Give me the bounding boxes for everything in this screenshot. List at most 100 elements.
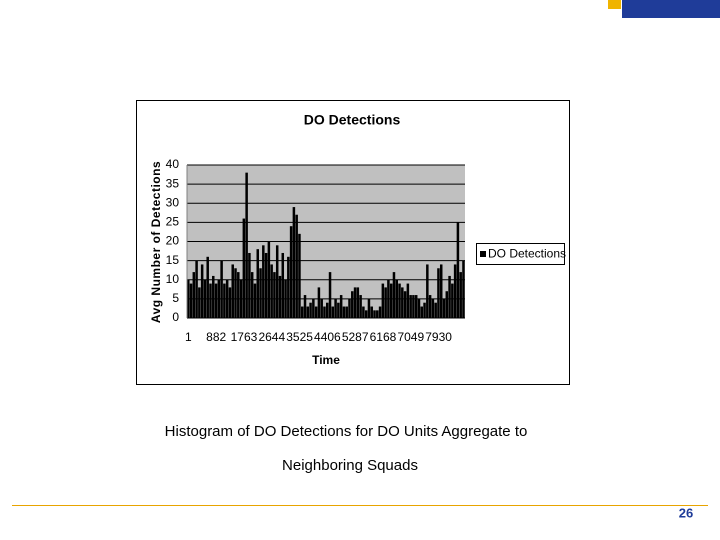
bar bbox=[331, 306, 335, 318]
bar bbox=[420, 306, 424, 318]
bar bbox=[453, 264, 457, 318]
y-tick-label: 25 bbox=[166, 215, 180, 229]
x-tick-label: 6168 bbox=[370, 330, 397, 344]
bar bbox=[189, 283, 193, 318]
bar bbox=[412, 295, 415, 318]
bar bbox=[270, 264, 273, 318]
bar bbox=[231, 264, 234, 318]
bar bbox=[448, 275, 451, 318]
y-tick-label: 40 bbox=[166, 157, 180, 171]
bar bbox=[195, 260, 198, 318]
bar bbox=[295, 214, 298, 318]
bar bbox=[209, 283, 212, 318]
bar bbox=[459, 272, 462, 318]
bar bbox=[314, 306, 318, 318]
bar bbox=[289, 226, 293, 318]
bar bbox=[223, 283, 226, 318]
bar bbox=[456, 222, 460, 318]
y-tick-label: 15 bbox=[166, 253, 180, 267]
bar bbox=[387, 279, 390, 318]
bar bbox=[309, 302, 312, 318]
bar bbox=[342, 306, 346, 318]
bar bbox=[351, 291, 354, 318]
bar bbox=[381, 283, 385, 318]
bar bbox=[206, 256, 209, 318]
bar bbox=[217, 279, 221, 318]
bar bbox=[267, 241, 271, 318]
legend-swatch bbox=[480, 251, 486, 257]
bar bbox=[392, 272, 396, 318]
bar bbox=[398, 283, 401, 318]
bar bbox=[245, 172, 248, 318]
bar bbox=[356, 287, 360, 318]
bar bbox=[192, 272, 196, 318]
bar bbox=[426, 264, 429, 318]
bar bbox=[442, 298, 446, 318]
bar bbox=[401, 287, 404, 318]
bar bbox=[212, 275, 215, 318]
bar bbox=[287, 256, 290, 318]
bar bbox=[239, 279, 243, 318]
bar bbox=[359, 295, 362, 318]
bar bbox=[292, 207, 296, 318]
x-tick-label: 1763 bbox=[231, 330, 258, 344]
bar bbox=[439, 264, 443, 318]
bar bbox=[220, 260, 223, 318]
y-tick-label: 30 bbox=[166, 195, 180, 209]
bar bbox=[298, 233, 301, 318]
x-tick-label: 7930 bbox=[425, 330, 452, 344]
y-axis-label: Avg Number of Detections bbox=[149, 161, 163, 323]
x-tick-label: 3525 bbox=[286, 330, 313, 344]
chart-title: DO Detections bbox=[304, 112, 401, 128]
bar bbox=[312, 298, 315, 318]
bar bbox=[281, 252, 285, 318]
bar bbox=[275, 245, 279, 318]
bar bbox=[434, 302, 437, 318]
bar bbox=[234, 268, 237, 318]
bar bbox=[362, 306, 365, 318]
bar bbox=[389, 283, 393, 318]
bar bbox=[431, 298, 435, 318]
bar bbox=[228, 287, 232, 318]
bar bbox=[328, 272, 332, 318]
bar bbox=[320, 298, 323, 318]
bar bbox=[259, 268, 262, 318]
bar bbox=[198, 287, 201, 318]
x-tick-label: 4406 bbox=[314, 330, 341, 344]
x-tick-label: 1 bbox=[185, 330, 192, 344]
bar bbox=[323, 306, 326, 318]
bar bbox=[256, 249, 260, 318]
bar bbox=[334, 298, 337, 318]
bar bbox=[264, 252, 268, 318]
bar bbox=[262, 245, 265, 318]
decoration bbox=[608, 0, 621, 9]
bar bbox=[225, 279, 229, 318]
bar bbox=[303, 295, 307, 318]
bar bbox=[339, 295, 343, 318]
bar bbox=[406, 283, 410, 318]
bar bbox=[403, 291, 407, 318]
caption: Neighboring Squads bbox=[282, 457, 418, 474]
bar bbox=[200, 264, 204, 318]
page-number: 26 bbox=[679, 505, 693, 520]
bar bbox=[326, 302, 329, 318]
y-tick-label: 20 bbox=[166, 234, 180, 248]
bar bbox=[417, 298, 421, 318]
bar bbox=[203, 279, 207, 318]
bar bbox=[370, 306, 373, 318]
bar bbox=[395, 279, 399, 318]
bar bbox=[250, 272, 254, 318]
x-tick-label: 882 bbox=[206, 330, 226, 344]
bar bbox=[253, 283, 257, 318]
bar bbox=[187, 279, 190, 318]
bar bbox=[237, 272, 240, 318]
bar bbox=[345, 306, 348, 318]
x-tick-label: 7049 bbox=[397, 330, 424, 344]
bar bbox=[353, 287, 357, 318]
bar bbox=[423, 302, 426, 318]
bar bbox=[462, 260, 465, 318]
y-tick-label: 5 bbox=[172, 291, 179, 305]
bar bbox=[409, 295, 412, 318]
y-tick-label: 35 bbox=[166, 176, 180, 190]
